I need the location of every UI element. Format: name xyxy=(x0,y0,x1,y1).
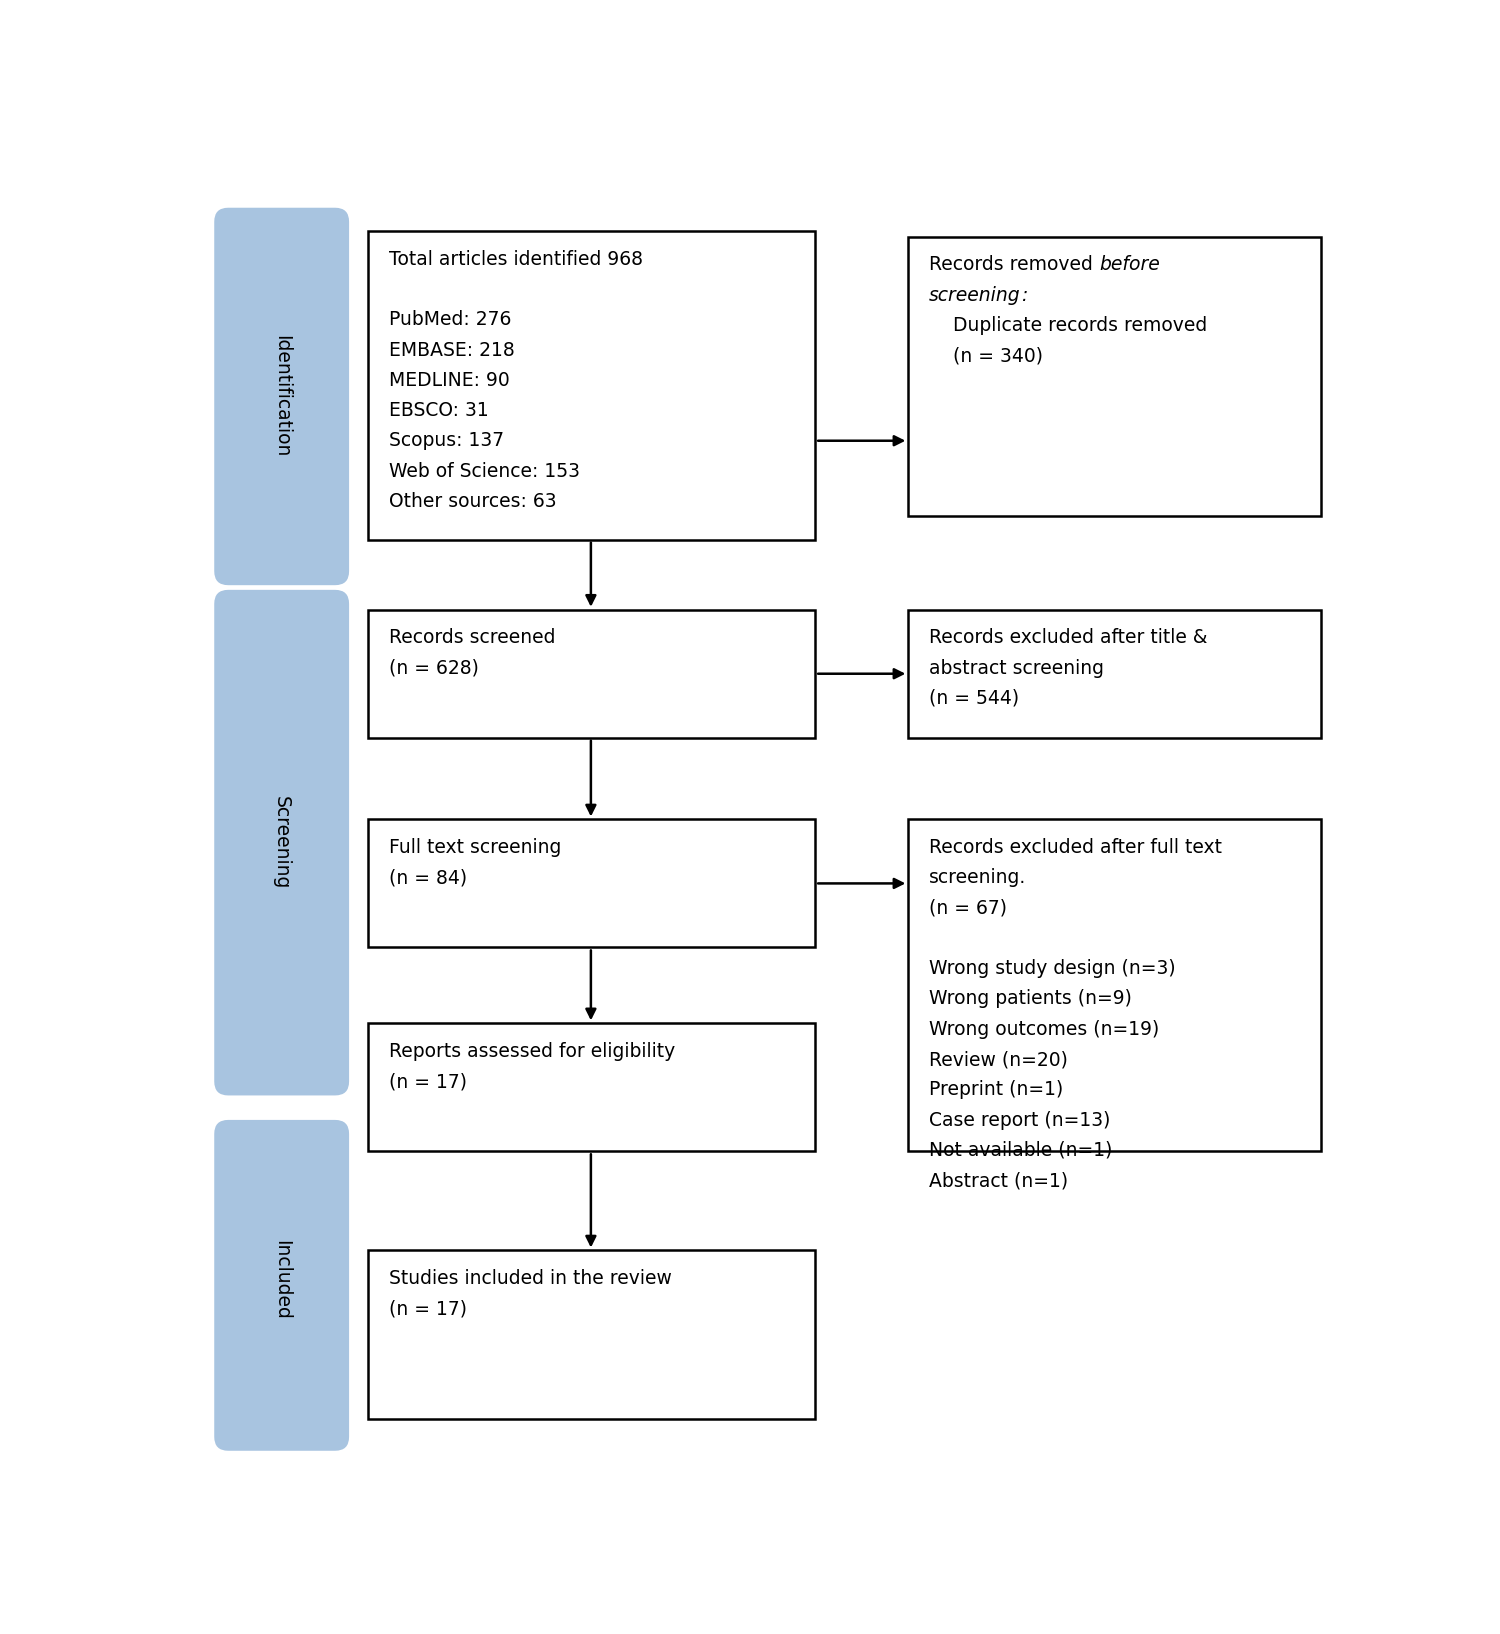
Text: Included: Included xyxy=(272,1240,291,1319)
Text: (n = 17): (n = 17) xyxy=(388,1299,466,1319)
Text: Preprint (n=1): Preprint (n=1) xyxy=(928,1080,1064,1100)
Text: screening.: screening. xyxy=(928,868,1026,887)
Text: EBSCO: 31: EBSCO: 31 xyxy=(388,400,489,420)
Text: Reports assessed for eligibility: Reports assessed for eligibility xyxy=(388,1042,675,1060)
Text: Web of Science: 153: Web of Science: 153 xyxy=(388,462,579,480)
Text: Duplicate records removed: Duplicate records removed xyxy=(928,315,1208,335)
FancyBboxPatch shape xyxy=(368,230,816,539)
FancyBboxPatch shape xyxy=(368,1023,816,1152)
FancyBboxPatch shape xyxy=(214,1119,350,1451)
Text: Records excluded after title &: Records excluded after title & xyxy=(928,629,1208,647)
Text: Screening: Screening xyxy=(272,796,291,889)
Text: Wrong outcomes (n=19): Wrong outcomes (n=19) xyxy=(928,1020,1160,1039)
Text: Total articles identified 968: Total articles identified 968 xyxy=(388,250,642,268)
Text: Records screened: Records screened xyxy=(388,629,555,647)
Text: Abstract (n=1): Abstract (n=1) xyxy=(928,1172,1068,1190)
Text: Studies included in the review: Studies included in the review xyxy=(388,1270,672,1288)
FancyBboxPatch shape xyxy=(368,819,816,948)
Text: (n = 544): (n = 544) xyxy=(928,690,1020,708)
FancyBboxPatch shape xyxy=(908,237,1322,516)
Text: Other sources: 63: Other sources: 63 xyxy=(388,492,556,511)
Text: Wrong study design (n=3): Wrong study design (n=3) xyxy=(928,959,1176,979)
Text: Not available (n=1): Not available (n=1) xyxy=(928,1141,1113,1160)
Text: (n = 67): (n = 67) xyxy=(928,899,1007,918)
Text: abstract screening: abstract screening xyxy=(928,659,1104,678)
Text: (n = 340): (n = 340) xyxy=(928,346,1042,366)
Text: MEDLINE: 90: MEDLINE: 90 xyxy=(388,371,510,391)
Text: (n = 628): (n = 628) xyxy=(388,659,478,678)
Text: Case report (n=13): Case report (n=13) xyxy=(928,1111,1110,1129)
FancyBboxPatch shape xyxy=(214,590,350,1095)
FancyBboxPatch shape xyxy=(368,1250,816,1420)
Text: screening: screening xyxy=(928,286,1022,306)
Text: EMBASE: 218: EMBASE: 218 xyxy=(388,340,514,359)
Text: Review (n=20): Review (n=20) xyxy=(928,1051,1068,1069)
Text: Identification: Identification xyxy=(272,335,291,458)
Text: (n = 84): (n = 84) xyxy=(388,868,466,887)
Text: before: before xyxy=(1100,255,1160,275)
FancyBboxPatch shape xyxy=(908,819,1322,1152)
Text: Full text screening: Full text screening xyxy=(388,838,561,856)
FancyBboxPatch shape xyxy=(908,609,1322,739)
FancyBboxPatch shape xyxy=(214,208,350,585)
Text: (n = 17): (n = 17) xyxy=(388,1072,466,1092)
Text: Records excluded after full text: Records excluded after full text xyxy=(928,838,1222,856)
Text: PubMed: 276: PubMed: 276 xyxy=(388,310,512,328)
FancyBboxPatch shape xyxy=(368,609,816,739)
Text: Wrong patients (n=9): Wrong patients (n=9) xyxy=(928,990,1132,1008)
Text: :: : xyxy=(1022,286,1028,306)
Text: Records removed: Records removed xyxy=(928,255,1100,275)
Text: Scopus: 137: Scopus: 137 xyxy=(388,431,504,451)
